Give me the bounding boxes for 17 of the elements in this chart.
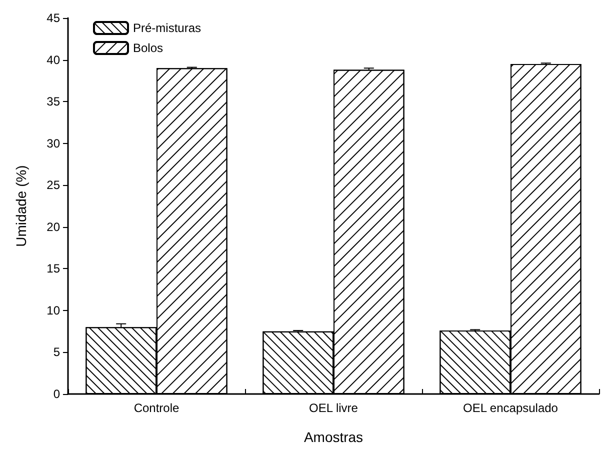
legend-label: Pré-misturas: [133, 21, 202, 35]
y-tick-label: 15: [46, 262, 60, 276]
y-tick-label: 5: [53, 345, 60, 360]
y-tick-label: 25: [46, 178, 60, 192]
x-tick-label: OEL livre: [309, 401, 358, 415]
y-tick-label: 0: [53, 387, 60, 401]
x-tick-label: OEL encapsulado: [463, 401, 558, 415]
y-tick-label: 45: [46, 11, 60, 25]
legend-label: Bolos: [133, 41, 164, 55]
y-axis-title: Umidade (%): [13, 165, 29, 247]
y-tick-label: 35: [46, 94, 60, 109]
y-tick-label: 20: [46, 220, 60, 234]
x-axis-title: Amostras: [304, 429, 364, 445]
y-tick-label: 40: [46, 52, 60, 67]
y-tick-label: 30: [46, 136, 60, 150]
x-tick-label: Controle: [134, 401, 180, 415]
y-tick-label: 10: [46, 303, 60, 318]
